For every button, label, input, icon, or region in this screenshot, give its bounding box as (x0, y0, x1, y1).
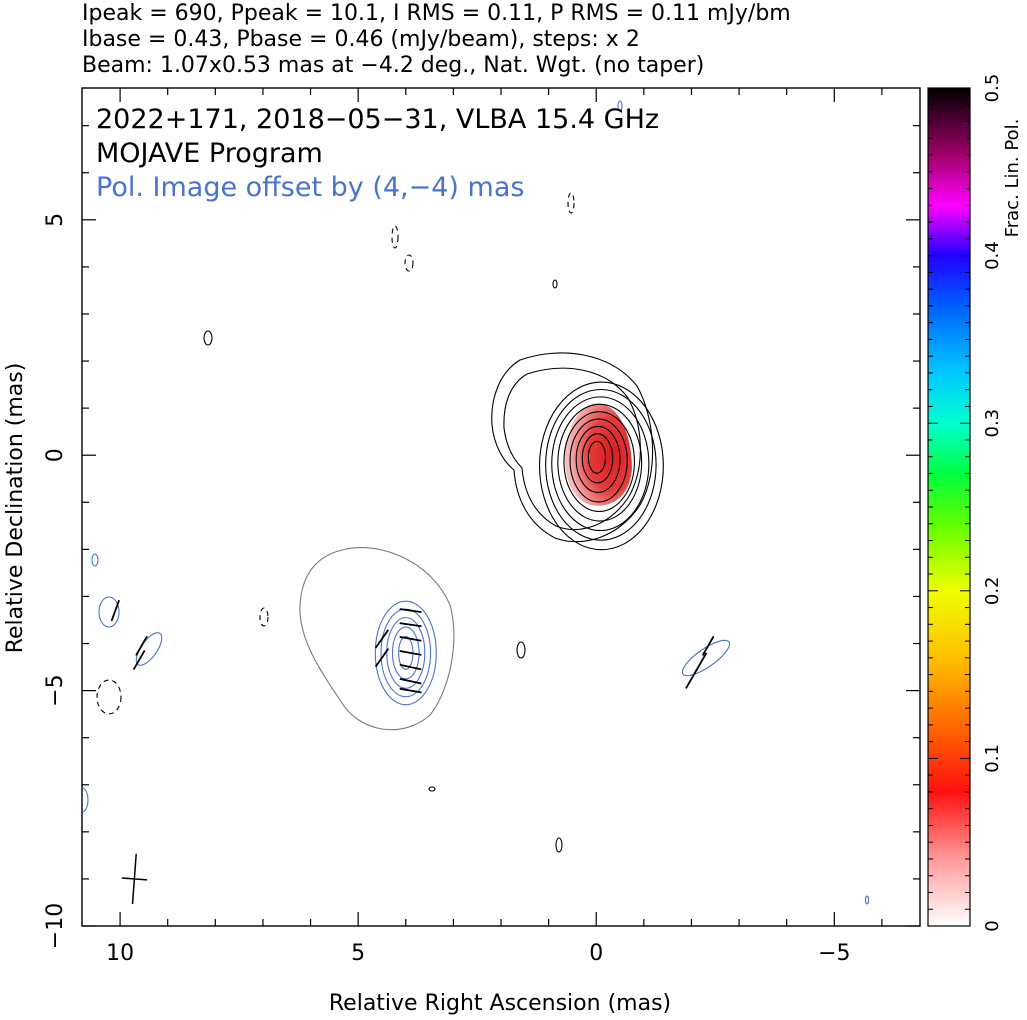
stokes-i-contour (538, 381, 664, 551)
x-tick-label: 10 (106, 941, 134, 966)
y-tick-labels: 5 0 −5 −10 (43, 213, 68, 949)
y-axis-label: Relative Declination (mas) (3, 363, 28, 654)
x-tick-label: −5 (818, 941, 850, 966)
y-tick-label: −5 (43, 674, 68, 706)
colorbar-tick-label: 0.3 (982, 409, 1003, 438)
x-tick-label: 0 (589, 941, 603, 966)
plot-frame (81, 87, 921, 927)
evpa-vector (132, 650, 146, 670)
evpa-vector (399, 608, 422, 613)
evpa-vector (685, 668, 698, 689)
plot-area (82, 100, 870, 905)
y-tick-label: 5 (43, 213, 68, 227)
stokes-i-outer-contour-2 (503, 367, 641, 530)
noise-contour-blue (864, 895, 870, 905)
evpa-vector (399, 636, 422, 642)
stokes-i-contour (545, 388, 657, 541)
header-line-peaks: Ipeak = 690, Ppeak = 10.1, I RMS = 0.11,… (82, 1, 791, 26)
pol-island-right (681, 639, 731, 677)
x-tick-label: 5 (351, 941, 365, 966)
noise-contour (203, 330, 213, 346)
evpa-vector (399, 687, 422, 694)
pol-offset-annotation: Pol. Image offset by (4,−4) mas (96, 172, 524, 203)
evpa-vector (135, 635, 148, 656)
noise-contour (552, 279, 558, 289)
stokes-i-contour (581, 433, 614, 484)
header-line-base-levels: Ibase = 0.43, Pbase = 0.46 (mJy/beam), s… (82, 27, 640, 52)
colorbar-gradient (928, 88, 970, 926)
axis-ticks (82, 88, 920, 927)
evpa-vector (374, 648, 390, 668)
evpa-vector (399, 650, 422, 656)
noise-contour-dashed (404, 254, 414, 272)
noise-contour (428, 786, 436, 792)
stokes-i-contour (557, 403, 643, 522)
pol-island-edge (82, 787, 89, 813)
evpa-vector (399, 678, 422, 685)
pol-contour (386, 617, 426, 689)
stokes-i-contour (551, 396, 650, 532)
stokes-i-outer-contour (491, 352, 654, 543)
noise-contour (555, 837, 563, 853)
noise-contour-blue (617, 100, 623, 112)
evpa-vector (374, 629, 390, 649)
noise-contour-dashed (567, 192, 575, 214)
pol-island-far-left (98, 596, 120, 628)
restoring-beam (121, 853, 148, 905)
colorbar-label: Frac. Lin. Pol. (1002, 119, 1023, 238)
pol-contour (374, 600, 437, 706)
noise-contour-dashed (391, 225, 399, 249)
x-axis-label: Relative Right Ascension (mas) (329, 991, 671, 1016)
evpa-vectors (110, 599, 715, 694)
evpa-vector (694, 652, 708, 673)
colorbar-ticks: 0 0.1 0.2 0.3 0.4 0.5 (928, 74, 1003, 932)
y-tick-label: −10 (43, 903, 68, 949)
pol-base-contour (299, 547, 455, 731)
header-line-beam: Beam: 1.07x0.53 mas at −4.2 deg., Nat. W… (82, 53, 705, 78)
stokes-i-contour (575, 425, 621, 493)
pol-contour (391, 626, 420, 680)
colorbar-tick-label: 0.2 (982, 576, 1003, 605)
evpa-vector (110, 599, 120, 622)
colorbar-tick-label: 0.4 (982, 241, 1003, 270)
stokes-i-contour (563, 411, 635, 513)
stokes-i-contours (538, 381, 664, 551)
evpa-vector (399, 622, 422, 628)
source-annotation: 2022+171, 2018−05−31, VLBA 15.4 GHz (96, 104, 659, 135)
noise-contour-dashed (259, 607, 269, 627)
noise-contour-dashed (96, 679, 122, 715)
pol-island-small (91, 553, 99, 567)
colorbar-tick-label: 0.5 (982, 74, 1003, 103)
colorbar-tick-label: 0 (982, 920, 1003, 931)
beam-minor-axis (121, 877, 148, 881)
y-tick-label: 0 (43, 448, 68, 462)
evpa-vector (701, 635, 715, 656)
program-annotation: MOJAVE Program (96, 138, 323, 169)
x-tick-labels: 10 5 0 −5 (106, 941, 850, 966)
noise-contour (516, 641, 526, 659)
stokes-i-contour (587, 440, 607, 474)
evpa-vector (399, 663, 422, 671)
colorbar-tick-label: 0.1 (982, 744, 1003, 773)
stokes-i-contour (569, 418, 628, 503)
